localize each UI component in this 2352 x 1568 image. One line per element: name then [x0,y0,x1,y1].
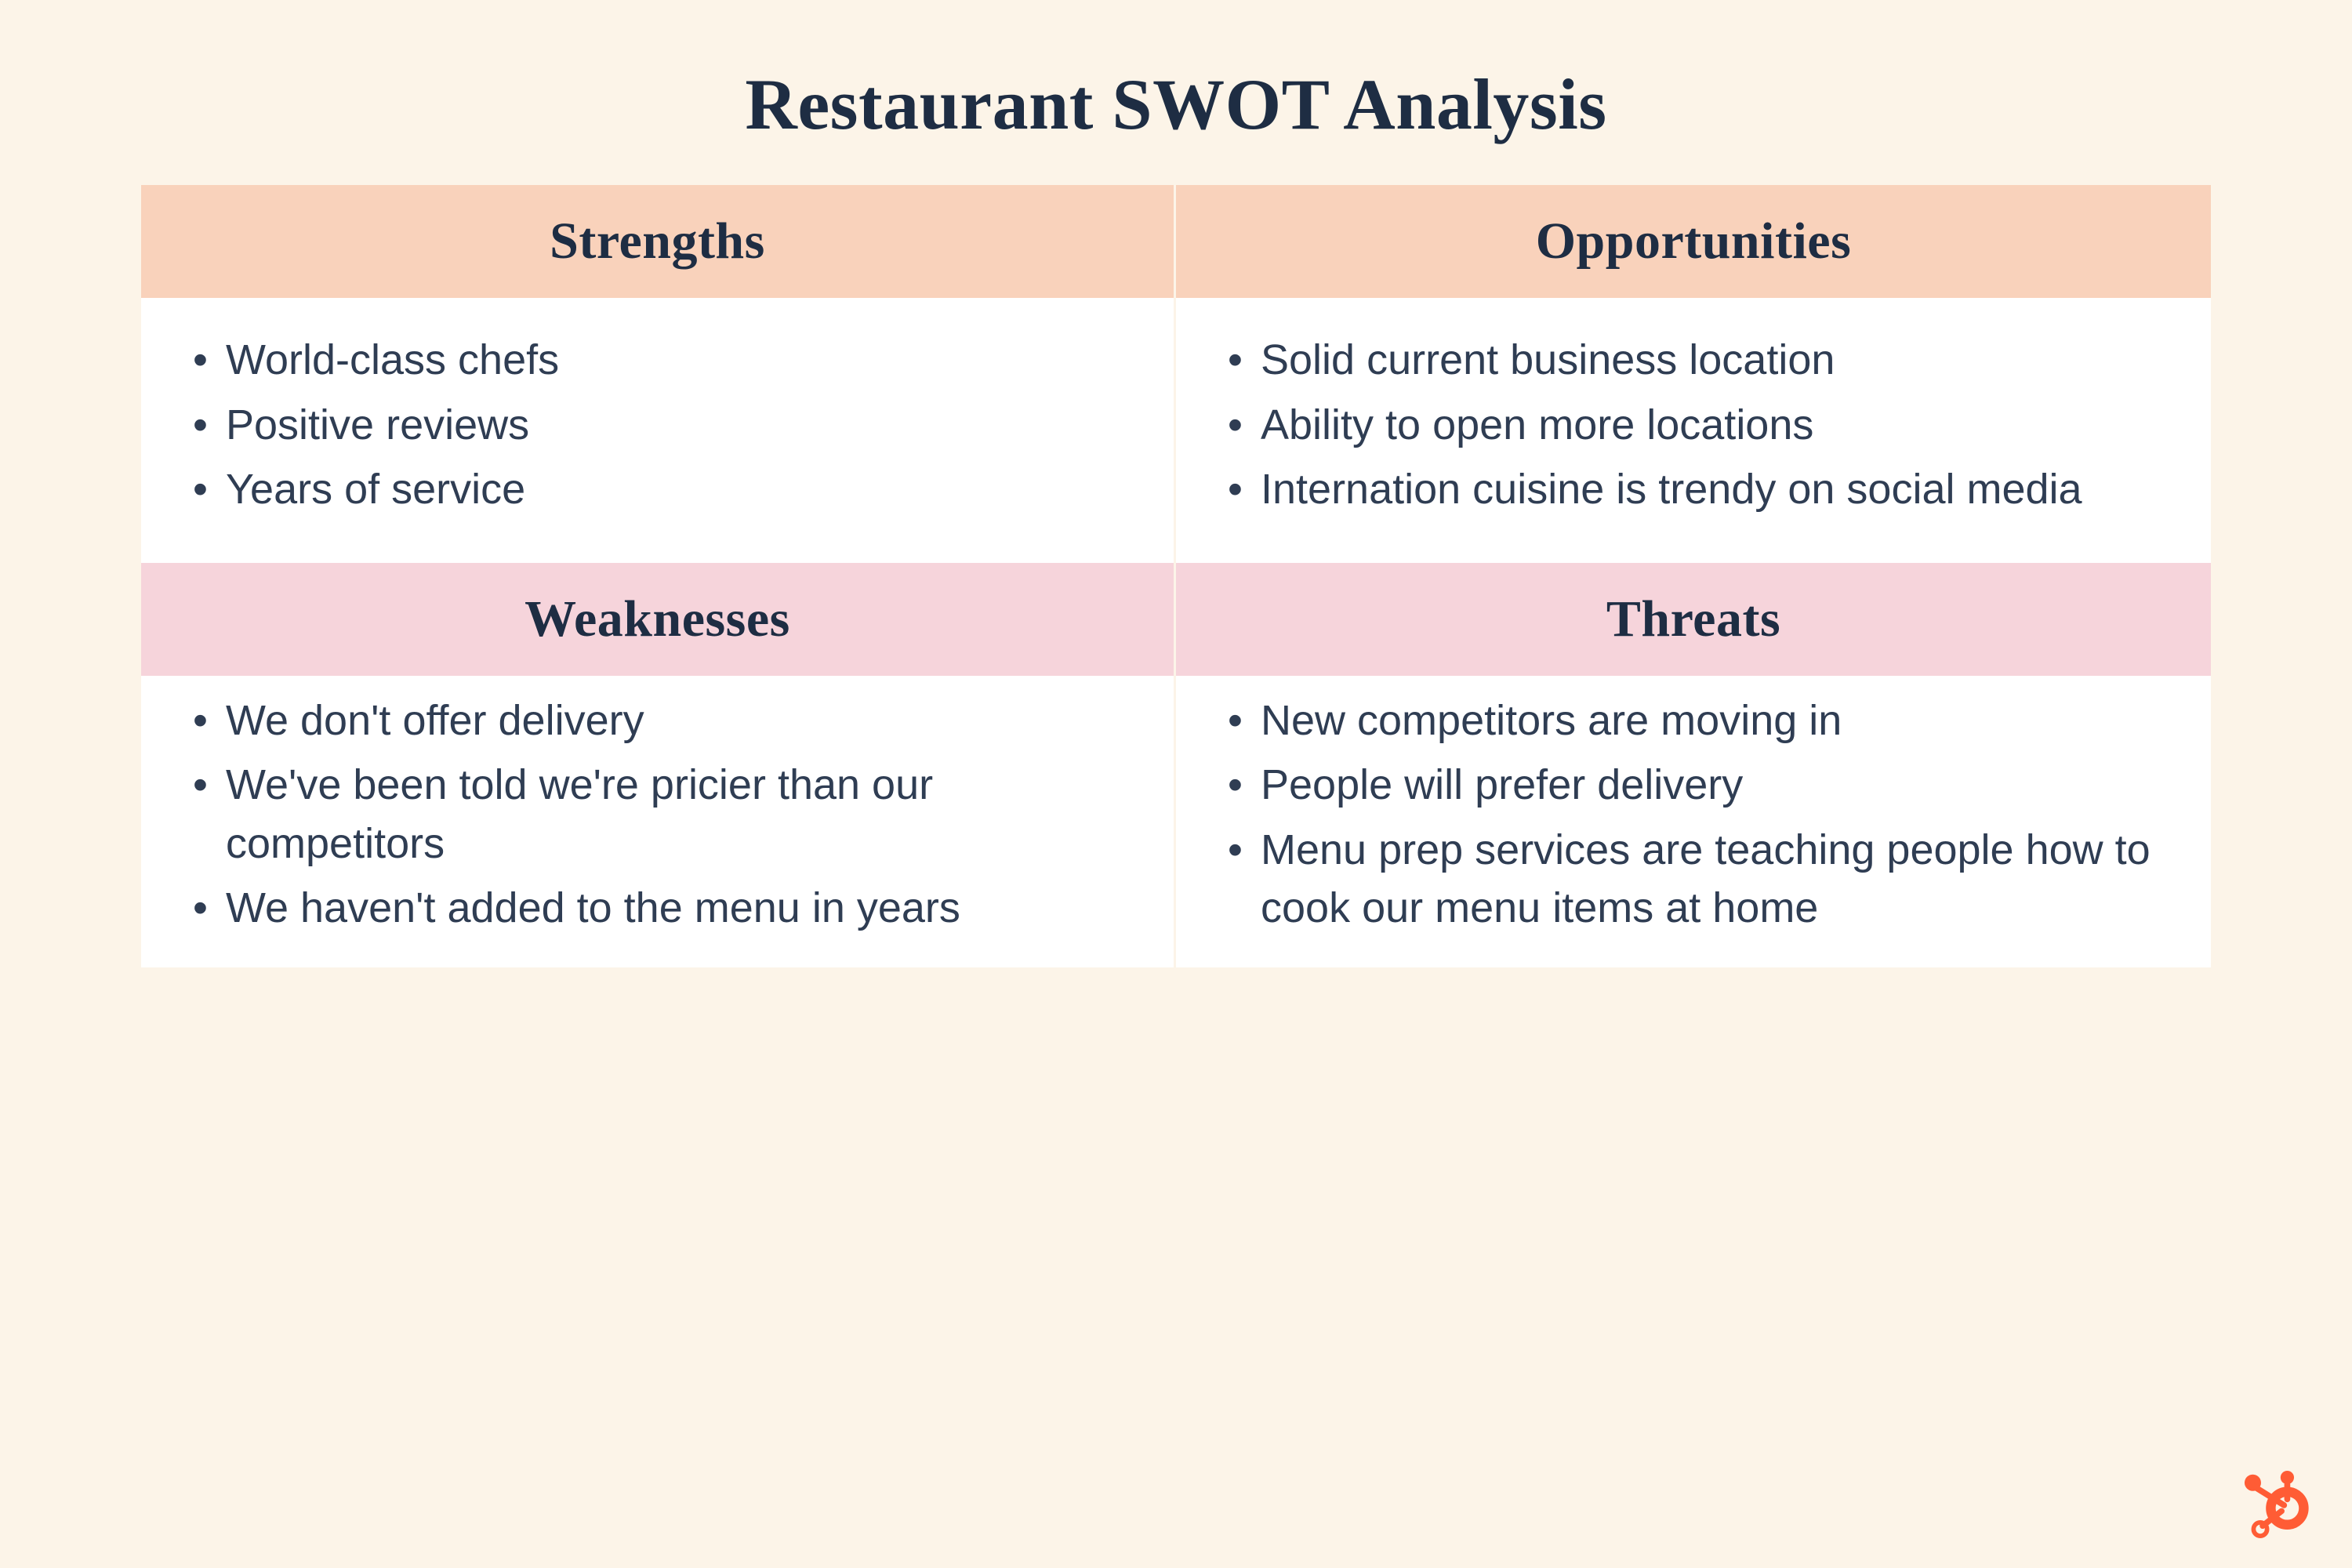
list-item: We haven't added to the menu in years [179,879,1136,938]
list-weaknesses: We don't offer delivery We've been told … [179,691,1136,938]
list-opportunities: Solid current business location Ability … [1214,331,2173,519]
quadrant-threats: Threats New competitors are moving in Pe… [1176,563,2211,967]
list-item: Years of service [179,460,1136,519]
quadrant-strengths: Strengths World-class chefs Positive rev… [141,185,1176,563]
header-opportunities: Opportunities [1176,185,2211,298]
page-title: Restaurant SWOT Analysis [141,63,2211,146]
body-strengths: World-class chefs Positive reviews Years… [141,298,1174,563]
header-threats: Threats [1176,563,2211,676]
list-threats: New competitors are moving in People wil… [1214,691,2173,938]
list-item: Ability to open more locations [1214,396,2173,455]
list-item: Positive reviews [179,396,1136,455]
list-strengths: World-class chefs Positive reviews Years… [179,331,1136,519]
quadrant-opportunities: Opportunities Solid current business loc… [1176,185,2211,563]
list-item: We've been told we're pricier than our c… [179,756,1136,873]
list-item: We don't offer delivery [179,691,1136,750]
header-strengths: Strengths [141,185,1174,298]
list-item: Internation cuisine is trendy on social … [1214,460,2173,519]
quadrant-weaknesses: Weaknesses We don't offer delivery We've… [141,563,1176,967]
swot-grid: Strengths World-class chefs Positive rev… [141,185,2211,967]
list-item: World-class chefs [179,331,1136,390]
list-item: New competitors are moving in [1214,691,2173,750]
body-weaknesses: We don't offer delivery We've been told … [141,676,1174,967]
body-opportunities: Solid current business location Ability … [1176,298,2211,563]
list-item: People will prefer delivery [1214,756,2173,815]
list-item: Solid current business location [1214,331,2173,390]
list-item: Menu prep services are teaching people h… [1214,821,2173,938]
header-weaknesses: Weaknesses [141,563,1174,676]
body-threats: New competitors are moving in People wil… [1176,676,2211,967]
hubspot-logo-icon [2244,1468,2311,1540]
